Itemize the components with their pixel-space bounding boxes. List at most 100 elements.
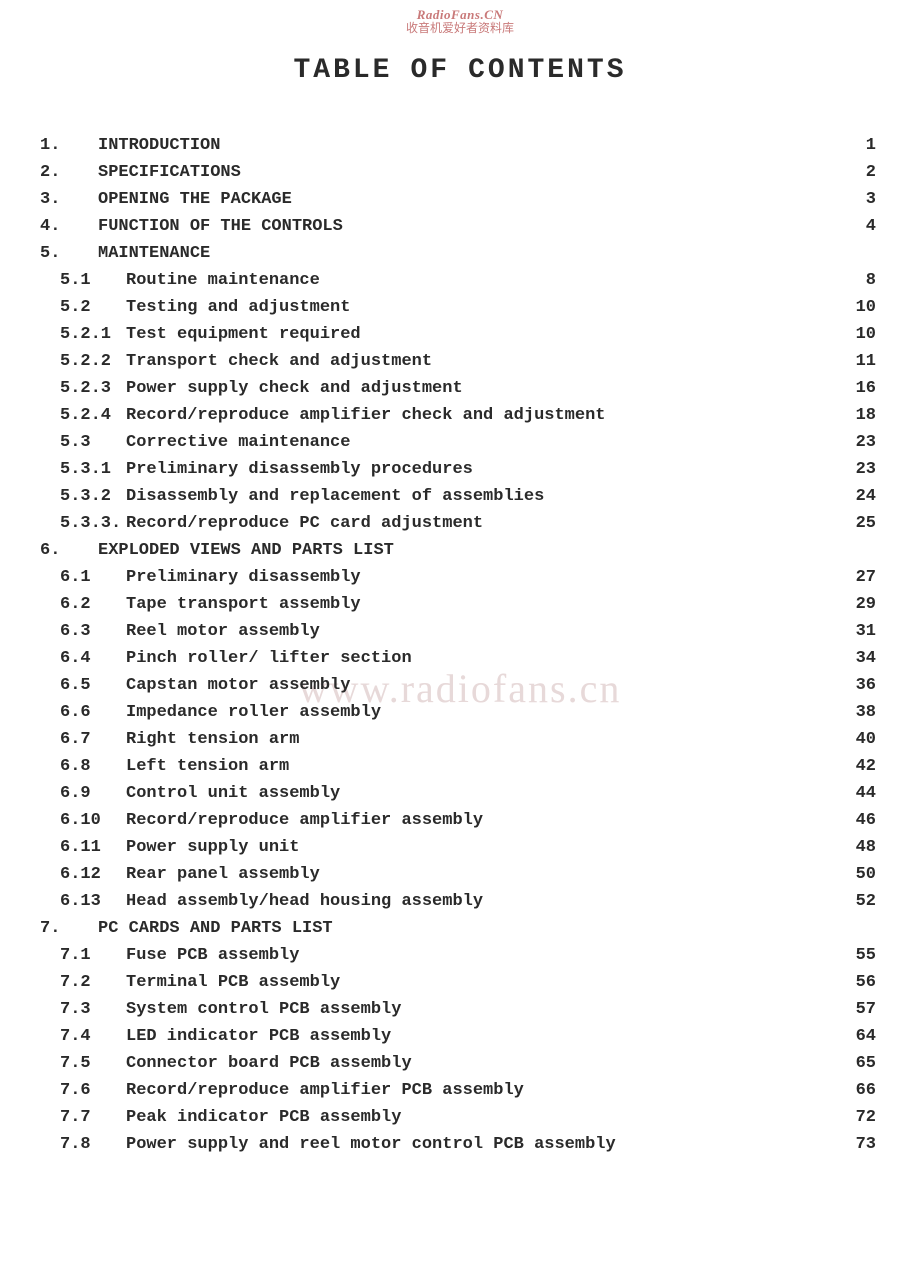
- toc-title: Rear panel assembly: [126, 861, 320, 888]
- toc-page: 31: [852, 618, 880, 645]
- toc-subsection: 6.6Impedance roller assembly38: [40, 699, 880, 726]
- toc-title: FUNCTION OF THE CONTROLS: [98, 213, 343, 240]
- toc-page: 46: [852, 807, 880, 834]
- toc-subsection: 7.4LED indicator PCB assembly64: [40, 1023, 880, 1050]
- toc-title: Power supply check and adjustment: [126, 375, 463, 402]
- toc-page: 27: [852, 564, 880, 591]
- toc-number: 6.: [40, 537, 98, 564]
- toc-subsection: 7.7Peak indicator PCB assembly 72: [40, 1104, 880, 1131]
- toc-title: Transport check and adjustment: [126, 348, 432, 375]
- toc-title: SPECIFICATIONS: [98, 159, 241, 186]
- toc-page: 34: [852, 645, 880, 672]
- toc-page: 72: [852, 1104, 880, 1131]
- toc-number: 7.8: [40, 1131, 126, 1158]
- toc-number: 5.3.2: [40, 483, 126, 510]
- toc-subsection: 6.4Pinch roller/ lifter section34: [40, 645, 880, 672]
- toc-title: Disassembly and replacement of assemblie…: [126, 483, 544, 510]
- toc-title: Capstan motor assembly: [126, 672, 350, 699]
- toc-number: 6.13: [40, 888, 126, 915]
- toc-subsection: 7.3System control PCB assembly 57: [40, 996, 880, 1023]
- toc-section-heading: 5. MAINTENANCE: [40, 240, 880, 267]
- toc-number: 6.5: [40, 672, 126, 699]
- toc-page: 57: [852, 996, 880, 1023]
- toc-title: Power supply and reel motor control PCB …: [126, 1131, 616, 1158]
- toc-title: Power supply unit: [126, 834, 299, 861]
- toc-subsection: 6.3Reel motor assembly31: [40, 618, 880, 645]
- toc-title: Connector board PCB assembly: [126, 1050, 412, 1077]
- toc-number: 7.4: [40, 1023, 126, 1050]
- toc-subsection: 7.1Fuse PCB assembly55: [40, 942, 880, 969]
- toc-title: Peak indicator PCB assembly: [126, 1104, 401, 1131]
- toc-title: EXPLODED VIEWS AND PARTS LIST: [98, 537, 394, 564]
- toc-title: Terminal PCB assembly: [126, 969, 340, 996]
- toc-subsection: 6.10Record/reproduce amplifier assembly4…: [40, 807, 880, 834]
- toc-number: 5.2.2: [40, 348, 126, 375]
- toc-number: 5.1: [40, 267, 126, 294]
- toc-title: Record/reproduce amplifier PCB assembly: [126, 1077, 524, 1104]
- toc-number: 6.9: [40, 780, 126, 807]
- toc-section-heading: 7. PC CARDS AND PARTS LIST: [40, 915, 880, 942]
- toc-page: 48: [852, 834, 880, 861]
- toc-title: Head assembly/head housing assembly: [126, 888, 483, 915]
- toc-title: Record/reproduce amplifier check and adj…: [126, 402, 605, 429]
- toc-number: 5.: [40, 240, 98, 267]
- toc-section: 4. FUNCTION OF THE CONTROLS 4: [40, 213, 880, 240]
- toc-subsection: 5.2Testing and adjustment10: [40, 294, 880, 321]
- toc-number: 7.3: [40, 996, 126, 1023]
- toc-title: Corrective maintenance: [126, 429, 350, 456]
- watermark-line2: 收音机爱好者资料库: [40, 22, 880, 35]
- toc-number: 6.6: [40, 699, 126, 726]
- toc-subsection: 6.12Rear panel assembly50: [40, 861, 880, 888]
- toc-title: Pinch roller/ lifter section: [126, 645, 412, 672]
- toc-title: Preliminary disassembly: [126, 564, 361, 591]
- toc-number: 5.2: [40, 294, 126, 321]
- toc-number: 3.: [40, 186, 98, 213]
- toc-subsection: 5.3.1Preliminary disassembly procedures2…: [40, 456, 880, 483]
- toc-subsection: 6.7Right tension arm40: [40, 726, 880, 753]
- toc-number: 6.3: [40, 618, 126, 645]
- toc-page: 65: [852, 1050, 880, 1077]
- toc-page: 1: [852, 132, 880, 159]
- watermark-top: RadioFans.CN 收音机爱好者资料库: [40, 8, 880, 35]
- toc-subsection: 5.3Corrective maintenance 23: [40, 429, 880, 456]
- toc-title: MAINTENANCE: [98, 240, 210, 267]
- toc-number: 2.: [40, 159, 98, 186]
- toc-subsection: 6.11Power supply unit 48: [40, 834, 880, 861]
- toc-subsection: 7.6Record/reproduce amplifier PCB assemb…: [40, 1077, 880, 1104]
- toc-title: System control PCB assembly: [126, 996, 401, 1023]
- toc-page: 23: [852, 456, 880, 483]
- toc-number: 7.7: [40, 1104, 126, 1131]
- page-title: TABLEOFCONTENTS: [40, 55, 880, 86]
- toc-title: Control unit assembly: [126, 780, 340, 807]
- toc-number: 7.1: [40, 942, 126, 969]
- toc-page: 24: [852, 483, 880, 510]
- toc-subsection: 7.5Connector board PCB assembly65: [40, 1050, 880, 1077]
- toc-page: 2: [852, 159, 880, 186]
- toc-page: 23: [852, 429, 880, 456]
- toc-number: 6.1: [40, 564, 126, 591]
- toc-subsection: 5.2.4Record/reproduce amplifier check an…: [40, 402, 880, 429]
- toc-number: 5.2.3: [40, 375, 126, 402]
- toc-title: Record/reproduce amplifier assembly: [126, 807, 483, 834]
- toc-title: Tape transport assembly: [126, 591, 361, 618]
- toc-page: 52: [852, 888, 880, 915]
- toc-number: 6.8: [40, 753, 126, 780]
- toc-page: 44: [852, 780, 880, 807]
- toc-page: 66: [852, 1077, 880, 1104]
- toc-subsection: 6.8Left tension arm42: [40, 753, 880, 780]
- toc-page: 55: [852, 942, 880, 969]
- toc-subsection: 7.8Power supply and reel motor control P…: [40, 1131, 880, 1158]
- toc-page: 50: [852, 861, 880, 888]
- toc-title: Left tension arm: [126, 753, 289, 780]
- toc-subsection: 5.1Routine maintenance8: [40, 267, 880, 294]
- toc-number: 5.3: [40, 429, 126, 456]
- toc-subsection: 5.2.2Transport check and adjustment11: [40, 348, 880, 375]
- toc-page: 3: [852, 186, 880, 213]
- title-word-1: TABLE: [293, 55, 392, 86]
- toc-title: Testing and adjustment: [126, 294, 350, 321]
- toc-section: 3. OPENING THE PACKAGE 3: [40, 186, 880, 213]
- toc-number: 6.11: [40, 834, 126, 861]
- toc-subsection: 6.2Tape transport assembly29: [40, 591, 880, 618]
- toc-title: PC CARDS AND PARTS LIST: [98, 915, 333, 942]
- toc-section-heading: 6. EXPLODED VIEWS AND PARTS LIST: [40, 537, 880, 564]
